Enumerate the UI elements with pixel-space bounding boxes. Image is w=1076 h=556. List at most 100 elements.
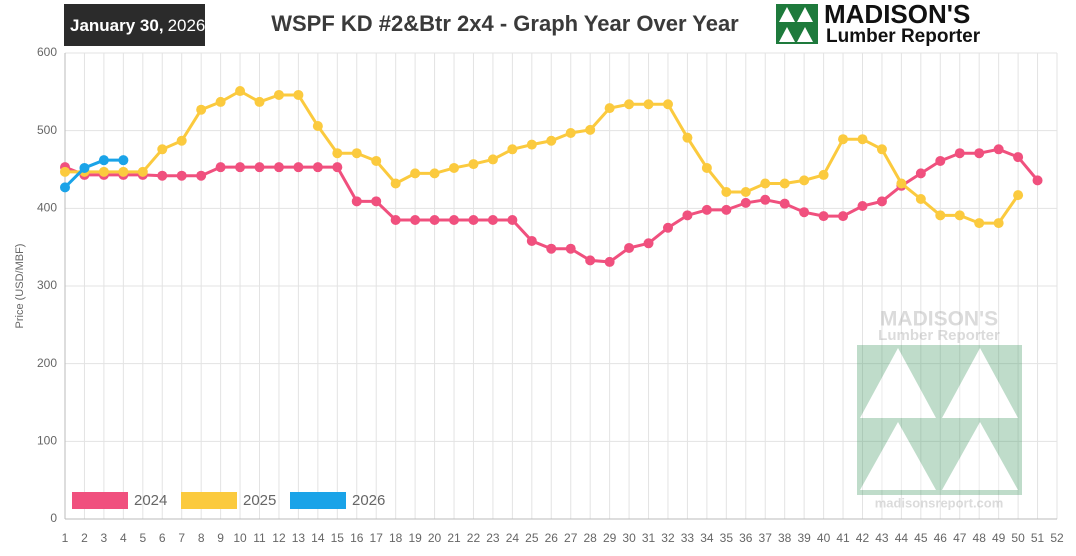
x-tick-label: 6 — [159, 531, 166, 545]
data-point — [974, 218, 985, 229]
data-point — [215, 162, 226, 173]
date-label: January 30, 2026 — [70, 16, 205, 35]
logo-name: MADISON'S — [824, 0, 970, 29]
x-tick-label: 46 — [934, 531, 948, 545]
data-point — [273, 89, 284, 100]
data-point — [390, 214, 401, 225]
x-tick-label: 26 — [545, 531, 559, 545]
data-point — [779, 178, 790, 189]
data-point — [429, 168, 440, 179]
x-tick-label: 27 — [564, 531, 578, 545]
data-point — [1032, 175, 1043, 186]
watermark-name: MADISON'S — [880, 308, 998, 331]
y-tick-label: 600 — [37, 45, 57, 59]
data-point — [701, 162, 712, 173]
x-tick-label: 21 — [447, 531, 461, 545]
date-day: January 30, — [70, 16, 164, 35]
x-tick-label: 39 — [797, 531, 811, 545]
x-tick-label: 35 — [720, 531, 734, 545]
data-point — [585, 124, 596, 135]
data-point — [449, 162, 460, 173]
data-point — [312, 162, 323, 173]
x-tick-label: 31 — [642, 531, 656, 545]
x-tick-label: 14 — [311, 531, 325, 545]
data-point — [682, 132, 693, 143]
legend-label: 2025 — [243, 492, 276, 509]
x-tick-label: 28 — [583, 531, 597, 545]
x-tick-label: 38 — [778, 531, 792, 545]
x-tick-label: 49 — [992, 531, 1006, 545]
data-point — [410, 214, 421, 225]
data-point — [79, 162, 90, 173]
data-point — [682, 210, 693, 221]
data-point — [838, 211, 849, 222]
watermark: MADISON'S Lumber Reporter madisonsreport… — [857, 308, 1022, 510]
data-point — [857, 201, 868, 212]
legend-swatch — [290, 492, 346, 509]
x-tick-label: 25 — [525, 531, 539, 545]
data-point — [1013, 152, 1024, 163]
x-tick-label: 33 — [681, 531, 695, 545]
data-point — [799, 175, 810, 186]
x-tick-label: 9 — [217, 531, 224, 545]
data-point — [624, 242, 635, 253]
data-point — [60, 166, 70, 177]
data-point — [429, 214, 440, 225]
legend-label: 2026 — [352, 492, 385, 509]
x-tick-label: 32 — [661, 531, 675, 545]
data-point — [565, 127, 576, 138]
x-tick-label: 15 — [331, 531, 345, 545]
data-point — [351, 196, 362, 207]
x-tick-label: 30 — [622, 531, 636, 545]
x-tick-label: 29 — [603, 531, 617, 545]
data-point — [585, 255, 596, 266]
data-point — [993, 144, 1004, 155]
data-point — [954, 148, 965, 159]
x-tick-label: 40 — [817, 531, 831, 545]
series-line — [63, 158, 124, 189]
data-point — [624, 99, 635, 110]
data-point — [176, 135, 187, 146]
x-tick-label: 11 — [253, 531, 266, 545]
legend-label: 2024 — [134, 492, 167, 509]
x-tick-label: 5 — [139, 531, 146, 545]
x-tick-label: 41 — [836, 531, 850, 545]
data-point — [546, 135, 557, 146]
x-tick-label: 13 — [292, 531, 306, 545]
x-tick-label: 19 — [408, 531, 422, 545]
data-point — [740, 187, 751, 198]
data-point — [390, 178, 401, 189]
x-tick-label: 48 — [973, 531, 987, 545]
data-point — [196, 104, 207, 115]
data-point — [312, 121, 323, 132]
watermark-site: madisonsreport.com — [875, 495, 1004, 510]
data-point — [565, 243, 576, 254]
data-point — [468, 214, 479, 225]
data-point — [449, 214, 460, 225]
data-point — [701, 204, 712, 215]
data-point — [468, 159, 479, 170]
data-point — [371, 196, 382, 207]
data-point — [526, 235, 537, 246]
data-point — [371, 155, 382, 166]
x-tick-label: 1 — [62, 531, 69, 545]
x-tick-label: 10 — [233, 531, 247, 545]
x-tick-label: 36 — [739, 531, 753, 545]
data-point — [740, 197, 751, 208]
y-tick-label: 300 — [37, 278, 57, 292]
logo-tagline: Lumber Reporter — [826, 26, 981, 47]
x-tick-label: 12 — [272, 531, 286, 545]
x-tick-label: 16 — [350, 531, 364, 545]
data-point — [935, 210, 946, 221]
data-point — [235, 162, 246, 173]
data-point — [915, 168, 926, 179]
data-point — [60, 182, 70, 193]
data-point — [876, 144, 887, 155]
data-point — [254, 162, 265, 173]
data-point — [896, 178, 907, 189]
data-point — [915, 194, 926, 205]
data-point — [604, 256, 615, 267]
y-tick-label: 500 — [37, 123, 57, 137]
data-point — [118, 155, 129, 166]
